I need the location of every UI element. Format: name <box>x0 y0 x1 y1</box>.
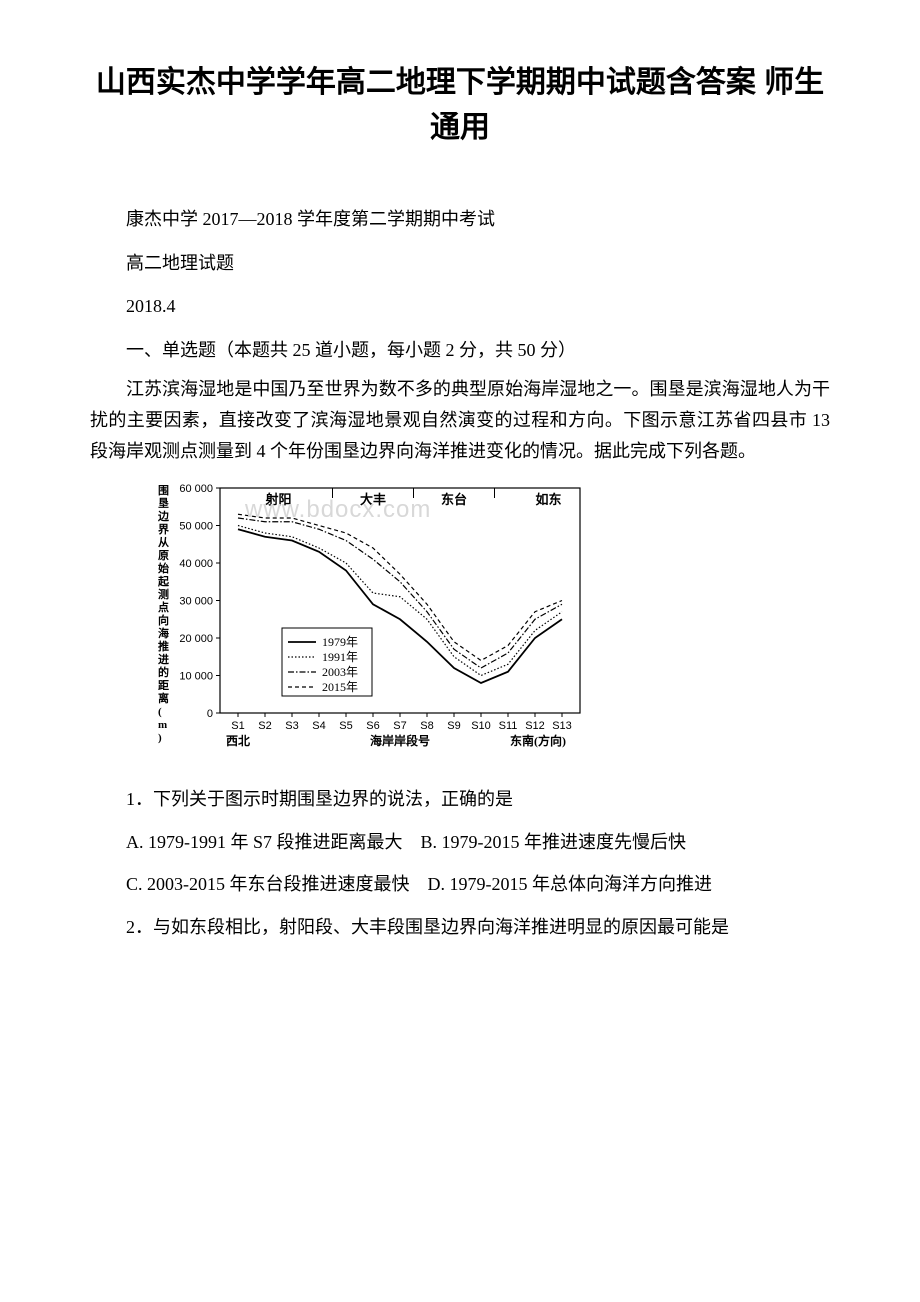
svg-text:的: 的 <box>158 665 169 679</box>
svg-text:S12: S12 <box>525 720 545 732</box>
svg-text:20 000: 20 000 <box>179 633 213 645</box>
svg-text:起: 起 <box>157 574 170 588</box>
svg-text:30 000: 30 000 <box>179 596 213 608</box>
school-year-line: 康杰中学 2017—2018 学年度第二学期期中考试 <box>90 200 830 240</box>
svg-text:距: 距 <box>158 679 169 692</box>
svg-text:1991年: 1991年 <box>322 650 358 664</box>
svg-text:如东: 如东 <box>535 492 561 507</box>
svg-text:m: m <box>158 719 167 731</box>
svg-text:推: 推 <box>158 639 169 653</box>
svg-text:S7: S7 <box>393 720 406 732</box>
q1-options-ab: A. 1979-1991 年 S7 段推进距离最大 B. 1979-2015 年… <box>90 827 830 858</box>
svg-text:2015年: 2015年 <box>322 680 358 694</box>
svg-text:东台: 东台 <box>441 492 467 507</box>
svg-text:测: 测 <box>158 587 169 601</box>
svg-text:S8: S8 <box>420 720 433 732</box>
svg-text:从: 从 <box>158 536 169 549</box>
svg-text:S2: S2 <box>258 720 271 732</box>
svg-text:围: 围 <box>158 484 169 497</box>
svg-text:S9: S9 <box>447 720 460 732</box>
svg-text:大丰: 大丰 <box>360 492 386 507</box>
exam-subtitle: 高二地理试题 <box>90 244 830 284</box>
q1-options-cd: C. 2003-2015 年东台段推进速度最快 D. 1979-2015 年总体… <box>90 869 830 900</box>
svg-text:50 000: 50 000 <box>179 521 213 533</box>
svg-text:射阳: 射阳 <box>264 492 291 507</box>
svg-text:东南(方向): 东南(方向) <box>510 733 566 748</box>
svg-text:S10: S10 <box>471 720 491 732</box>
reclamation-chart: www.bdocx.com 010 00020 00030 00040 0005… <box>140 478 600 768</box>
svg-text:S6: S6 <box>366 720 379 732</box>
svg-text:垦: 垦 <box>158 497 169 510</box>
question-1: 1．下列关于图示时期围垦边界的说法，正确的是 <box>90 784 830 815</box>
svg-text:海岸岸段号: 海岸岸段号 <box>370 733 430 748</box>
svg-text:S13: S13 <box>552 720 572 732</box>
svg-text:界: 界 <box>158 523 169 536</box>
svg-text:边: 边 <box>157 509 170 523</box>
page-title: 山西实杰中学学年高二地理下学期期中试题含答案 师生通用 <box>90 60 830 150</box>
svg-text:进: 进 <box>158 652 169 666</box>
svg-text:S4: S4 <box>312 720 325 732</box>
svg-text:): ) <box>158 732 162 744</box>
svg-text:离: 离 <box>158 691 169 705</box>
svg-text:10 000: 10 000 <box>179 671 213 683</box>
section-header: 一、单选题（本题共 25 道小题，每小题 2 分，共 50 分） <box>90 331 830 371</box>
svg-text:2003年: 2003年 <box>322 665 358 679</box>
svg-text:1979年: 1979年 <box>322 635 358 649</box>
svg-text:海: 海 <box>158 626 169 640</box>
svg-text:(: ( <box>158 706 162 718</box>
svg-text:原: 原 <box>158 549 169 562</box>
svg-text:向: 向 <box>158 613 169 627</box>
svg-text:S1: S1 <box>231 720 244 732</box>
svg-text:40 000: 40 000 <box>179 558 213 570</box>
svg-text:60 000: 60 000 <box>179 483 213 495</box>
question-2: 2．与如东段相比，射阳段、大丰段围垦边界向海洋推进明显的原因最可能是 <box>90 912 830 943</box>
intro-paragraph: 江苏滨海湿地是中国乃至世界为数不多的典型原始海岸湿地之一。围垦是滨海湿地人为干扰… <box>90 374 830 466</box>
svg-text:S3: S3 <box>285 720 298 732</box>
exam-date: 2018.4 <box>90 287 830 327</box>
svg-text:0: 0 <box>207 708 213 720</box>
chart-svg: 0 10 000 20 000 30 000 40 000 50 000 60 000 围垦边… <box>140 478 600 768</box>
svg-text:始: 始 <box>158 561 169 575</box>
svg-text:S5: S5 <box>339 720 352 732</box>
svg-text:点: 点 <box>158 600 169 614</box>
svg-text:西北: 西北 <box>226 733 250 748</box>
svg-text:S11: S11 <box>499 720 518 732</box>
